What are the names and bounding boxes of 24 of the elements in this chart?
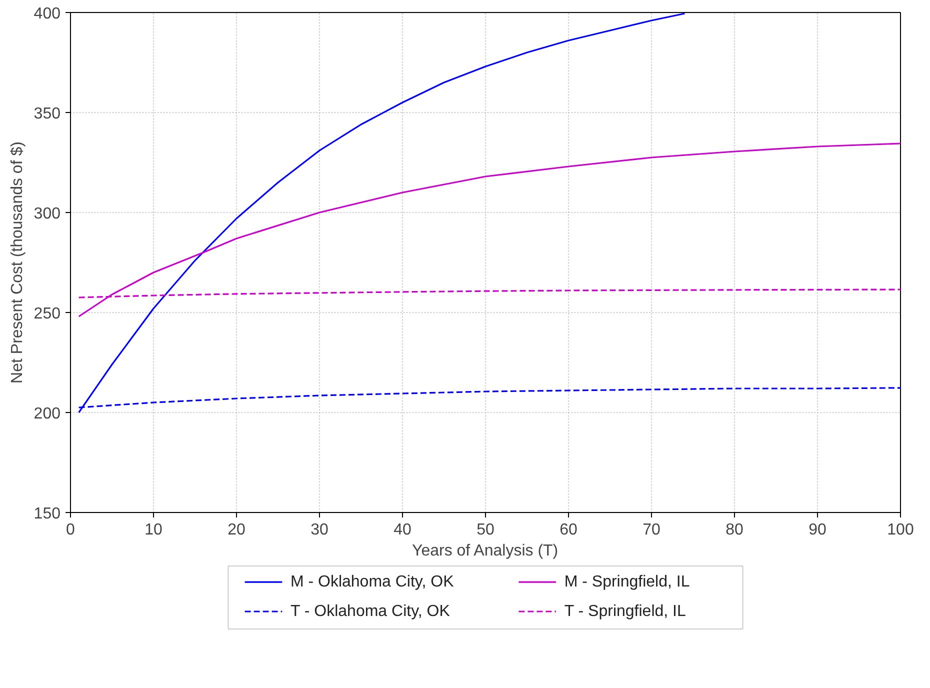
x-tick-label: 100 — [887, 522, 914, 538]
x-axis-title: Years of Analysis (T) — [412, 542, 558, 560]
x-tick-label: 30 — [310, 522, 328, 538]
line-series — [78, 142, 900, 318]
y-tick-label: 200 — [34, 406, 61, 422]
x-tick-label: 80 — [726, 522, 744, 538]
legend-label: M - Oklahoma City, OK — [290, 574, 454, 591]
y-tick-label: 300 — [34, 206, 61, 222]
x-tick-label: 20 — [228, 522, 246, 538]
y-axis-title: Net Present Cost (thousands of $) — [8, 142, 26, 384]
y-tick-label: 350 — [34, 106, 61, 122]
x-tick-label: 70 — [642, 522, 660, 538]
x-tick-label: 40 — [394, 522, 412, 538]
x-tick-label: 10 — [144, 522, 162, 538]
y-tick-label: 250 — [34, 306, 61, 322]
legend-label: T - Oklahoma City, OK — [290, 603, 450, 620]
y-tick-label: 400 — [34, 6, 61, 22]
legend-label: M - Springfield, IL — [564, 574, 690, 591]
x-tick-label: 0 — [66, 522, 76, 538]
legend-label: T - Springfield, IL — [564, 603, 686, 620]
x-tick-label: 90 — [808, 522, 826, 538]
x-tick-label: 60 — [560, 522, 578, 538]
x-tick-label: 50 — [476, 522, 494, 538]
y-tick-label: 150 — [34, 506, 61, 522]
